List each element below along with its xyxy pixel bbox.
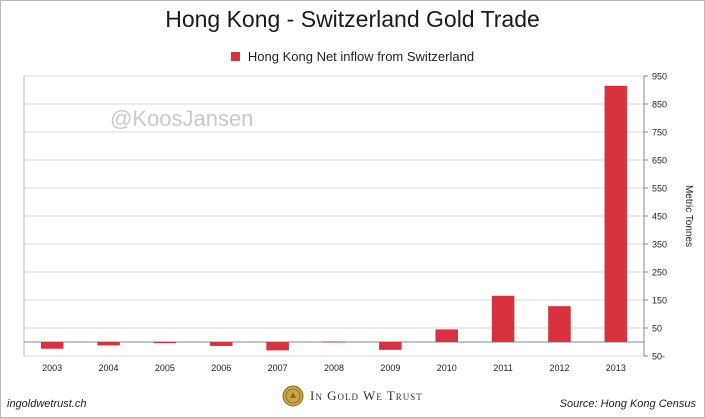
x-tick-label: 2007 xyxy=(268,363,288,373)
y-axis-label: Metric Tonnes xyxy=(683,185,694,247)
y-tick-label: 450 xyxy=(652,212,667,222)
x-tick-label: 2008 xyxy=(324,363,344,373)
y-tick-label: 550 xyxy=(652,184,667,194)
chart-legend: Hong Kong Net inflow from Switzerland xyxy=(0,49,705,64)
watermark: @KoosJansen xyxy=(110,106,254,131)
bar-2008 xyxy=(322,341,346,343)
bar-2009 xyxy=(379,342,402,350)
y-tick-label: 750 xyxy=(652,128,667,138)
footer-source: Source: Hong Kong Census xyxy=(559,398,696,410)
y-tick-label: 50- xyxy=(652,352,665,362)
bar-2005 xyxy=(153,342,177,344)
y-tick-label: 850 xyxy=(652,100,667,110)
y-tick-label: 650 xyxy=(652,156,667,166)
x-tick-label: 2013 xyxy=(606,363,626,373)
y-tick-label: 350 xyxy=(652,240,667,250)
x-tick-label: 2009 xyxy=(380,363,400,373)
bar-2011 xyxy=(491,295,515,342)
x-tick-label: 2004 xyxy=(99,363,119,373)
x-tick-label: 2005 xyxy=(155,363,175,373)
y-tick-label: 950 xyxy=(652,72,667,82)
x-tick-label: 2006 xyxy=(211,363,231,373)
footer-brand: In Gold We Trust xyxy=(282,385,423,407)
x-tick-label: 2011 xyxy=(493,363,512,373)
bar-2004 xyxy=(97,342,120,346)
bar-2012 xyxy=(548,306,571,342)
x-tick-label: 2003 xyxy=(42,363,62,373)
bar-2006 xyxy=(210,342,233,346)
x-tick-label: 2012 xyxy=(549,363,569,373)
legend-label: Hong Kong Net inflow from Switzerland xyxy=(247,49,475,64)
bar-2003 xyxy=(40,342,64,349)
bar-2007 xyxy=(266,342,289,351)
y-tick-label: 150 xyxy=(652,296,667,306)
y-tick-label: 250 xyxy=(652,268,667,278)
bar-2013 xyxy=(604,85,628,343)
x-tick-label: 2010 xyxy=(437,363,457,373)
gold-coin-icon xyxy=(282,385,304,407)
bar-2010 xyxy=(435,329,458,342)
chart-title: Hong Kong - Switzerland Gold Trade xyxy=(165,6,540,32)
y-tick-label: 50 xyxy=(652,324,662,334)
legend-swatch xyxy=(230,52,240,61)
footer-site: ingoldwetrust.ch xyxy=(7,398,87,410)
brand-text: In Gold We Trust xyxy=(310,388,423,403)
